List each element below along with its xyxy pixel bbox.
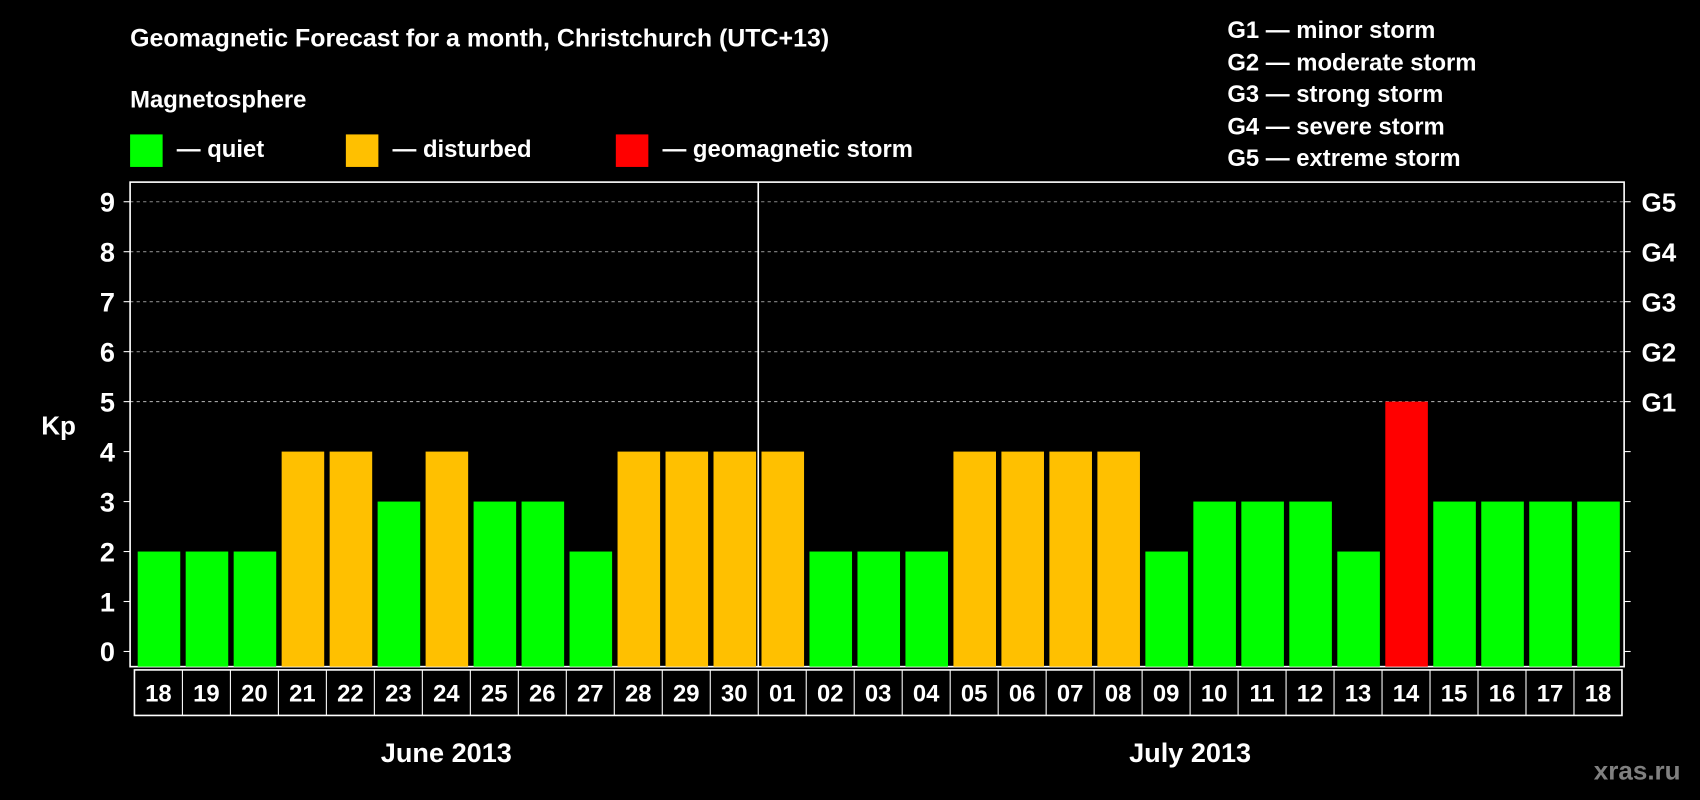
x-tick-label: 08 (1105, 680, 1132, 707)
x-tick-label: 05 (961, 680, 988, 707)
bar (761, 451, 805, 667)
x-tick-label: 24 (433, 680, 460, 707)
x-tick-label: 16 (1489, 680, 1516, 707)
date-row (133, 669, 1623, 717)
legend-label-disturbed: — disturbed (392, 135, 532, 163)
x-tick-label: 09 (1153, 680, 1180, 707)
storm-scale-g3: G3 — strong storm (1227, 80, 1444, 108)
bar (233, 551, 277, 667)
storm-scale-g2: G2 — moderate storm (1227, 48, 1477, 76)
month-label: June 2013 (381, 737, 512, 768)
bar (1577, 501, 1620, 667)
bar (1289, 501, 1332, 667)
x-tick-label: 04 (913, 680, 940, 707)
chart-title: Geomagnetic Forecast for a month, Christ… (130, 23, 830, 53)
watermark: xras.ru (1593, 756, 1681, 786)
bar (329, 451, 373, 667)
bar (1049, 451, 1092, 667)
g-scale-label: G4 (1641, 237, 1676, 267)
g-scale-label: G2 (1641, 337, 1676, 367)
y-tick-label: 6 (100, 336, 115, 367)
y-axis-label: Kp (41, 411, 76, 442)
x-tick-label: 28 (625, 680, 652, 707)
bar (1385, 401, 1428, 667)
y-tick-label: 7 (100, 286, 115, 317)
y-tick-label: 8 (100, 236, 115, 267)
bar (1529, 501, 1572, 667)
bar (281, 451, 325, 667)
month-label: July 2013 (1129, 737, 1251, 768)
x-tick-label: 18 (145, 680, 172, 707)
x-tick-label: 27 (577, 680, 604, 707)
bar (1097, 451, 1140, 667)
bar (617, 451, 661, 667)
bar (1001, 451, 1044, 667)
x-tick-label: 26 (529, 680, 556, 707)
x-tick-label: 07 (1057, 680, 1084, 707)
y-tick-label: 5 (100, 386, 115, 417)
x-tick-label: 20 (241, 680, 268, 707)
bar (1433, 501, 1476, 667)
storm-scale-g1: G1 — minor storm (1227, 16, 1436, 44)
x-tick-label: 29 (673, 680, 700, 707)
x-tick-label: 14 (1393, 680, 1420, 707)
bar (713, 451, 757, 667)
legend-swatch-storm (615, 134, 649, 167)
y-tick-label: 9 (100, 186, 115, 217)
legend-label-storm: — geomagnetic storm (662, 135, 913, 163)
g-scale-label: G3 (1641, 287, 1676, 317)
bar (1337, 551, 1380, 667)
bar (1481, 501, 1524, 667)
legend-label-quiet: — quiet (176, 135, 265, 163)
x-tick-label: 23 (385, 680, 412, 707)
x-tick-label: 30 (721, 680, 748, 707)
y-tick-label: 4 (100, 436, 115, 467)
y-tick-label: 3 (100, 486, 115, 517)
x-tick-label: 21 (289, 680, 316, 707)
x-tick-label: 22 (337, 680, 364, 707)
x-tick-label: 19 (193, 680, 220, 707)
x-tick-label: 12 (1297, 680, 1324, 707)
x-tick-label: 02 (817, 680, 844, 707)
bar (473, 501, 517, 667)
x-tick-label: 06 (1009, 680, 1036, 707)
x-tick-label: 11 (1249, 680, 1274, 707)
g-scale-label: G1 (1641, 387, 1676, 417)
x-tick-label: 15 (1441, 680, 1468, 707)
y-tick-label: 0 (100, 636, 115, 667)
legend-swatch-disturbed (345, 134, 379, 167)
bar (905, 551, 949, 667)
bar (137, 551, 181, 667)
bar (857, 551, 901, 667)
bar (809, 551, 853, 667)
x-tick-label: 18 (1585, 680, 1612, 707)
bar (569, 551, 613, 667)
legend-swatch-quiet (130, 134, 163, 167)
bar (1193, 501, 1236, 667)
x-tick-label: 17 (1537, 680, 1564, 707)
x-tick-label: 25 (481, 680, 508, 707)
storm-scale-g5: G5 — extreme storm (1227, 144, 1461, 172)
bar (185, 551, 229, 667)
storm-scale-legend: G1 — minor storm G2 — moderate storm G3 … (1227, 14, 1476, 174)
y-tick-label: 2 (100, 536, 115, 567)
x-tick-label: 03 (865, 680, 892, 707)
bar (425, 451, 469, 667)
x-tick-label: 13 (1345, 680, 1372, 707)
bar (665, 451, 709, 667)
g-scale-label: G5 (1641, 187, 1676, 217)
x-tick-label: 10 (1201, 680, 1228, 707)
bar (953, 451, 996, 667)
bar (377, 501, 421, 667)
legend-heading: Magnetosphere (130, 85, 307, 113)
y-tick-label: 1 (100, 586, 115, 617)
bar (521, 501, 565, 667)
storm-scale-g4: G4 — severe storm (1227, 112, 1445, 140)
x-tick-label: 01 (769, 680, 796, 707)
bar (1241, 501, 1284, 667)
bar (1145, 551, 1188, 667)
